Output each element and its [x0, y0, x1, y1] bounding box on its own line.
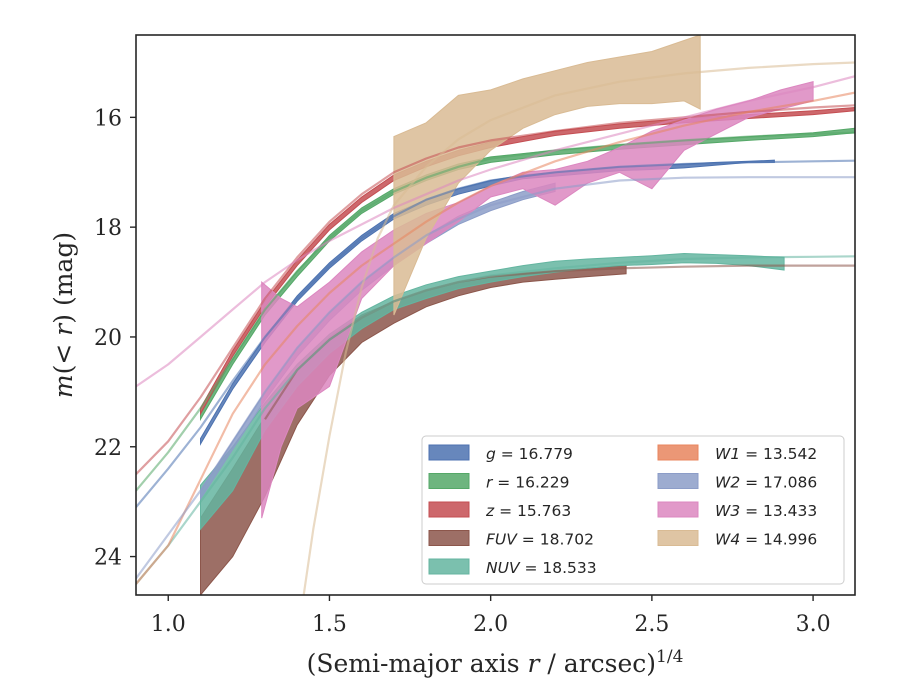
y-axis: 16 18 20 22 24	[94, 106, 136, 571]
legend-swatch-w1	[657, 444, 699, 461]
legend-label-w4: W4 = 14.996	[715, 531, 817, 549]
legend: g = 16.779 r = 16.229 z = 15.763 FUV = 18.7…	[421, 435, 845, 585]
x-axis-label: (Semi-major axis r / arcsec)1/4	[307, 647, 684, 678]
series-model-w3	[136, 75, 855, 388]
legend-label-w3: W3 = 13.433	[715, 502, 817, 520]
legend-label-g: g = 16.779	[486, 445, 573, 463]
legend-swatch-w2	[657, 473, 699, 489]
legend-label-w2: W2 = 17.086	[715, 474, 817, 492]
series-model-nuv	[136, 255, 855, 585]
x-tick-label: 1.5	[312, 612, 347, 637]
series-model-g	[136, 159, 855, 508]
legend-label-nuv: NUV = 18.533	[486, 559, 597, 577]
legend-swatch-fuv	[428, 530, 470, 546]
series-model-z	[136, 104, 855, 475]
legend-label-r: r = 16.229	[486, 474, 569, 492]
legend-swatch-r	[428, 473, 470, 489]
y-tick-label: 16	[94, 106, 122, 131]
legend-swatch-g	[428, 444, 470, 461]
legend-label-w1: W1 = 13.542	[715, 445, 817, 463]
x-axis: 1.0 1.5 2.0 2.5 3.0	[151, 595, 831, 637]
x-tick-label: 3.0	[796, 612, 831, 637]
plot-frame	[135, 34, 856, 596]
y-tick-label: 24	[94, 546, 122, 571]
legend-frame	[421, 435, 845, 585]
series-band-nuv	[200, 252, 785, 531]
x-tick-label: 2.5	[634, 612, 669, 637]
x-tick-label: 2.0	[473, 612, 508, 637]
legend-swatch-w4	[657, 530, 699, 546]
legend-label-z: z = 15.763	[485, 502, 571, 520]
legend-swatch-w3	[657, 501, 699, 518]
legend-swatch-nuv	[428, 558, 470, 575]
series-model-w2	[136, 176, 855, 580]
series-band-z	[200, 106, 855, 416]
series-model-w4	[302, 61, 855, 595]
y-axis-label: m(< r) (mag)	[49, 232, 78, 398]
x-tick-label: 1.0	[151, 612, 186, 637]
model-layer	[136, 61, 855, 595]
y-tick-label: 20	[94, 326, 122, 351]
y-tick-label: 18	[94, 216, 122, 241]
plot-area	[136, 35, 855, 595]
legend-swatch-z	[428, 501, 470, 518]
legend-label-fuv: FUV = 18.702	[486, 531, 594, 549]
y-tick-label: 22	[94, 436, 122, 461]
series-band-r	[200, 127, 855, 422]
series-model-w1	[136, 91, 855, 585]
